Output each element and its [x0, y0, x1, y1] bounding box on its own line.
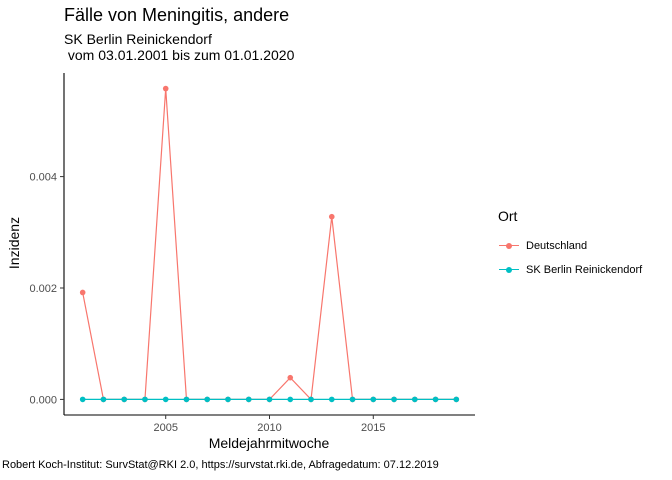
y-tick-label: 0.002 — [29, 283, 57, 295]
legend-key-deutschland — [498, 234, 520, 258]
x-tick-label: 2015 — [361, 422, 385, 434]
x-tick-label: 2005 — [153, 422, 177, 434]
legend-label-deutschland: Deutschland — [526, 240, 588, 252]
data-point-sk-berlin-reinickendorf — [453, 396, 460, 403]
data-point-sk-berlin-reinickendorf — [328, 396, 335, 403]
legend-label-sk-berlin-reinickendorf: SK Berlin Reinickendorf — [526, 264, 643, 276]
data-point-deutschland — [287, 374, 294, 381]
data-point-sk-berlin-reinickendorf — [412, 396, 418, 403]
legend-item-sk-berlin-reinickendorf: SK Berlin Reinickendorf — [498, 258, 642, 282]
data-point-sk-berlin-reinickendorf — [204, 396, 211, 403]
data-point-sk-berlin-reinickendorf — [349, 396, 356, 403]
data-point-sk-berlin-reinickendorf — [287, 396, 294, 403]
x-axis-title: Meldejahrmitwoche — [209, 435, 330, 451]
data-point-sk-berlin-reinickendorf — [432, 396, 439, 403]
y-tick-label: 0.004 — [29, 172, 57, 184]
chart-title: Fälle von Meningitis, andere — [64, 5, 290, 25]
data-point-sk-berlin-reinickendorf — [121, 396, 127, 403]
data-point-sk-berlin-reinickendorf — [162, 396, 169, 403]
series-line-deutschland — [82, 88, 457, 401]
data-point-sk-berlin-reinickendorf — [100, 396, 107, 403]
data-point-sk-berlin-reinickendorf — [225, 396, 231, 403]
data-point-sk-berlin-reinickendorf — [391, 396, 397, 403]
data-point-deutschland — [79, 289, 86, 296]
data-point-deutschland — [162, 85, 169, 92]
data-point-sk-berlin-reinickendorf — [142, 396, 148, 403]
legend-item-deutschland: Deutschland — [498, 234, 642, 258]
x-tick-label: 2010 — [257, 422, 281, 434]
y-tick-label: 0.000 — [29, 394, 57, 406]
legend-key-sk-berlin-reinickendorf — [498, 258, 520, 282]
chart-subtitle: SK Berlin Reinickendorf vom 03.01.2001 b… — [64, 31, 295, 63]
legend-title: Ort — [498, 208, 518, 224]
data-point-sk-berlin-reinickendorf — [308, 396, 314, 403]
data-point-sk-berlin-reinickendorf — [79, 396, 86, 403]
y-axis-title: Inzidenz — [6, 217, 22, 269]
data-point-sk-berlin-reinickendorf — [183, 396, 190, 403]
data-point-sk-berlin-reinickendorf — [245, 396, 252, 403]
legend: Ort Deutschland SK Berlin Reinickendorf — [498, 208, 642, 282]
data-point-sk-berlin-reinickendorf — [370, 396, 377, 403]
data-point-deutschland — [328, 213, 335, 220]
data-point-sk-berlin-reinickendorf — [266, 396, 273, 403]
caption: Robert Koch-Institut: SurvStat@RKI 2.0, … — [2, 459, 439, 471]
